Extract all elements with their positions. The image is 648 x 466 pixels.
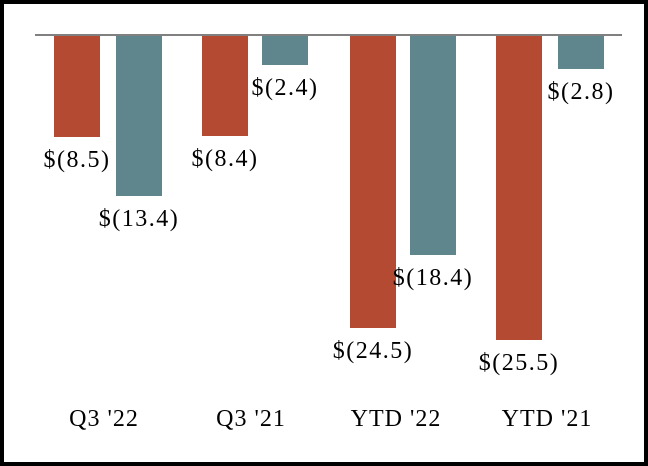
bar-series-teal-2 [262,36,308,65]
category-label-3: YTD '22 [350,406,442,432]
zero-axis-line [35,34,622,36]
bar-series-red-1 [54,36,100,138]
category-label-4: YTD '21 [501,406,593,432]
value-label-series-teal-3: $(18.4) [392,265,474,292]
value-label-series-red-4: $(25.5) [478,349,560,376]
value-label-series-red-3: $(24.5) [332,338,414,365]
value-label-series-red-1: $(8.5) [43,147,111,174]
category-label-2: Q3 '21 [216,406,286,432]
value-label-series-teal-4: $(2.8) [547,79,615,106]
bar-series-teal-3 [410,36,456,256]
bar-series-red-3 [350,36,396,328]
value-label-series-teal-2: $(2.4) [251,74,319,101]
value-label-series-red-2: $(8.4) [191,146,259,173]
value-label-series-teal-1: $(13.4) [98,205,180,232]
category-label-1: Q3 '22 [69,406,139,432]
bar-series-teal-1 [116,36,162,196]
bar-series-red-4 [496,36,542,340]
bar-series-teal-4 [558,36,604,70]
bar-series-red-2 [202,36,248,137]
